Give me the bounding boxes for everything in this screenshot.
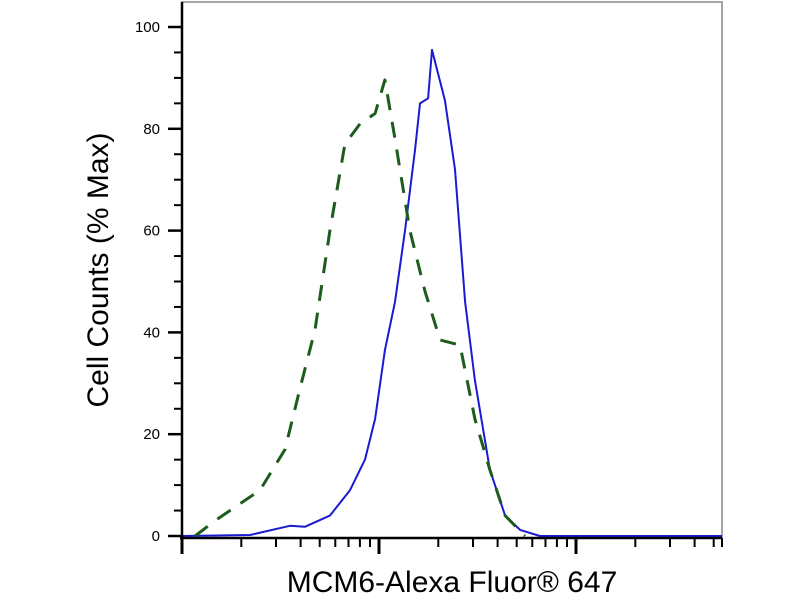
series-group	[181, 48, 722, 538]
x-axis	[180, 538, 723, 554]
y-tick-label: 0	[152, 528, 160, 545]
plot-frame	[181, 1, 723, 539]
y-tick-label: 40	[143, 324, 160, 341]
y-tick-label: 60	[143, 223, 160, 240]
x-axis-title: MCM6-Alexa Fluor® 647	[287, 566, 618, 599]
mcm6-solid-line	[181, 48, 722, 537]
y-axis: 0 20 40 60 80 100	[135, 19, 182, 545]
y-tick-label: 100	[135, 19, 160, 36]
y-tick-label: 20	[143, 426, 160, 443]
y-axis-title: Cell Counts (% Max)	[82, 132, 115, 407]
y-tick-label: 80	[143, 121, 160, 138]
